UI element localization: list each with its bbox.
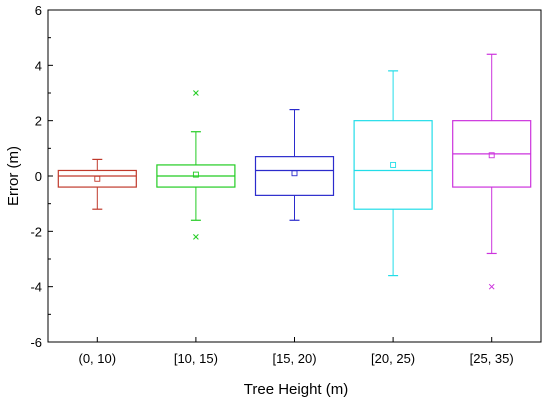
y-tick-label: -6 [30, 335, 42, 350]
mean-marker [488, 152, 495, 159]
y-tick-label: -2 [30, 224, 42, 239]
y-axis-title: Error (m) [5, 146, 22, 206]
x-axis: (0, 10) [10, 15) [15, 20) [20, 25) [25, 35) [79, 337, 514, 366]
x-axis-title: Tree Height (m) [244, 381, 348, 398]
x-tick-label: [10, 15) [174, 351, 218, 366]
box-3 [254, 108, 335, 221]
x-tick-label: [20, 25) [371, 351, 415, 366]
y-tick-label: -4 [30, 280, 42, 295]
box-5 [452, 53, 532, 290]
outlier-stroke [193, 234, 199, 240]
outlier-stroke [488, 283, 495, 290]
y-tick-label: 4 [35, 58, 42, 73]
mean-marker [291, 170, 298, 177]
mean-marker [94, 175, 101, 182]
outlier-marker [193, 234, 199, 240]
y-axis: -6 -4 -2 0 2 4 6 [30, 3, 53, 350]
mean-marker [192, 171, 199, 178]
outlier-marker [193, 90, 199, 96]
mean-marker [390, 161, 397, 168]
box-1 [57, 158, 137, 210]
y-tick-label: 6 [35, 3, 42, 18]
outlier-stroke [193, 90, 199, 96]
y-tick-label: 2 [35, 114, 42, 129]
box-4 [353, 70, 433, 277]
box-2 [156, 90, 236, 240]
box-iqr [353, 120, 433, 210]
box-series [57, 53, 532, 290]
x-tick-label: [15, 20) [272, 351, 316, 366]
outlier-marker [488, 283, 495, 290]
box-iqr [57, 169, 137, 188]
y-tick-label: 0 [35, 169, 42, 184]
x-tick-label: [25, 35) [470, 351, 514, 366]
x-tick-label: (0, 10) [79, 351, 117, 366]
